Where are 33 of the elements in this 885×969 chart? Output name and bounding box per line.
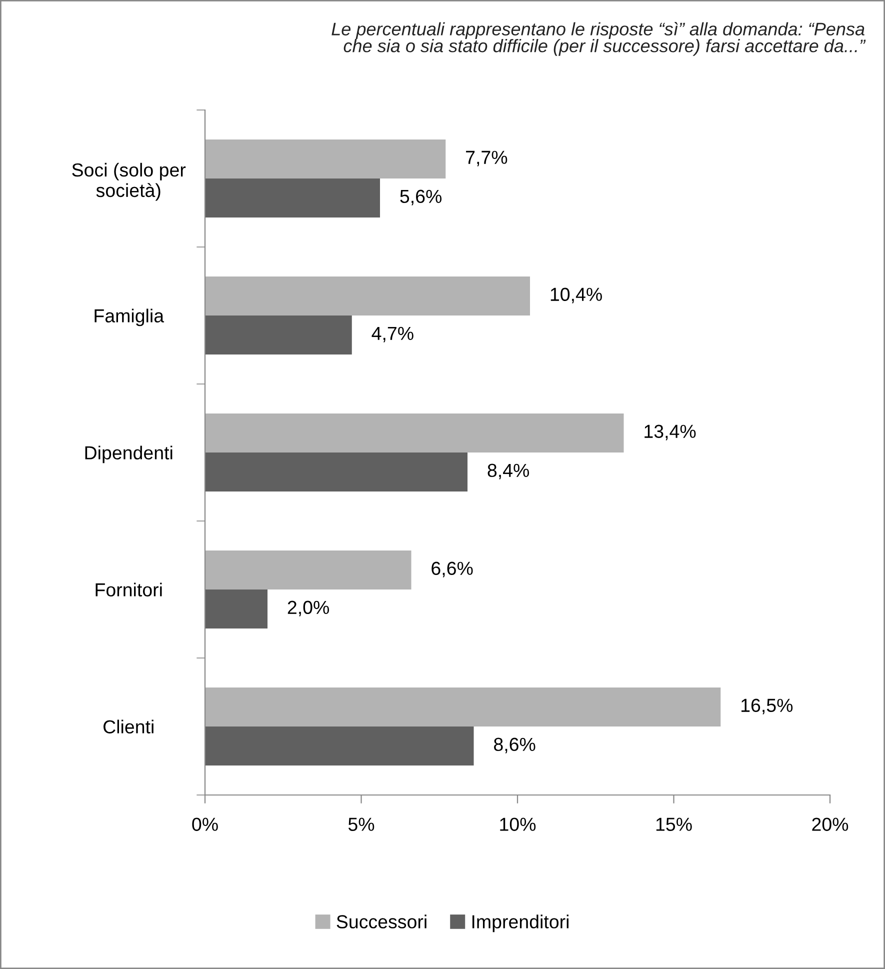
- bar: [205, 590, 268, 629]
- y-tick-label: Dipendenti: [85, 446, 172, 464]
- bar: [205, 316, 352, 355]
- x-tick-label: 20%: [812, 818, 848, 831]
- x-tick-label: 5%: [348, 818, 374, 831]
- y-tick-label: Clienti: [104, 720, 154, 734]
- bar: [205, 413, 624, 452]
- bar: [205, 726, 474, 766]
- data-label: 13,4%: [644, 424, 696, 440]
- data-label: 16,5%: [742, 698, 793, 714]
- y-tick-label: Fornitori: [96, 582, 162, 596]
- data-label: 10,4%: [550, 288, 602, 304]
- chart-title: Le percentuali rappresentano le risposte “sì” alla domanda: “Pensa che sia o sia stato difficile (per il successore) farsi accettare da...”: [332, 22, 866, 56]
- bar: [205, 139, 446, 178]
- bar: [205, 687, 721, 726]
- y-tick-label: Famiglia: [94, 308, 164, 326]
- data-label: 2,0%: [288, 600, 330, 616]
- data-label: 8,4%: [488, 464, 530, 480]
- y-tick-label: Soci (solo per società): [72, 162, 186, 201]
- data-label: 8,6%: [494, 738, 536, 754]
- x-tick-label: 0%: [192, 818, 218, 831]
- legend-label: Imprenditori: [472, 914, 568, 932]
- data-label: 5,6%: [400, 190, 442, 206]
- legend-label: Successori: [336, 914, 426, 928]
- data-label: 4,7%: [372, 326, 414, 342]
- data-label: 6,6%: [432, 562, 473, 578]
- data-label: 7,7%: [466, 150, 508, 166]
- x-tick-label: 15%: [656, 818, 692, 831]
- bar: [205, 550, 412, 590]
- bar: [205, 276, 530, 316]
- bar: [205, 178, 380, 218]
- bar: [205, 452, 468, 492]
- x-tick-label: 10%: [500, 818, 536, 831]
